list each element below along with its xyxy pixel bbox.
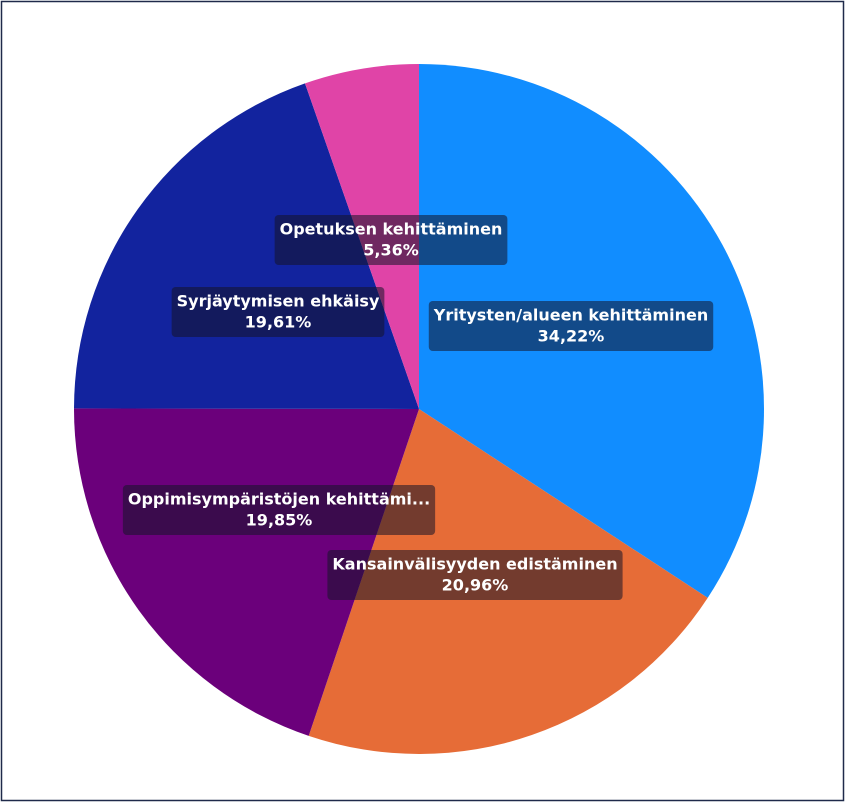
data-label: Syrjäytymisen ehkäisy 19,61%	[171, 287, 385, 337]
category-label: Oppimisympäristöjen kehittämi...	[128, 490, 430, 509]
category-label: Syrjäytymisen ehkäisy	[177, 292, 380, 311]
data-label: Kansainvälisyyden edistäminen 20,96%	[327, 550, 623, 600]
label-box	[327, 550, 623, 600]
value-label: 19,61%	[245, 313, 312, 332]
category-label: Kansainvälisyyden edistäminen	[332, 555, 617, 574]
data-label: Yritysten/alueen kehittäminen 34,22%	[428, 301, 714, 351]
category-label: Opetuksen kehittäminen	[280, 220, 503, 239]
label-box	[428, 301, 714, 351]
value-label: 20,96%	[442, 576, 509, 595]
value-label: 34,22%	[538, 327, 605, 346]
data-label: Opetuksen kehittäminen 5,36%	[274, 215, 508, 265]
label-box	[122, 485, 436, 535]
value-label: 19,85%	[246, 511, 313, 530]
value-label: 5,36%	[363, 241, 419, 260]
data-label: Oppimisympäristöjen kehittämi... 19,85%	[122, 485, 436, 535]
label-box	[171, 287, 385, 337]
label-box	[274, 215, 508, 265]
category-label: Yritysten/alueen kehittäminen	[433, 306, 708, 325]
